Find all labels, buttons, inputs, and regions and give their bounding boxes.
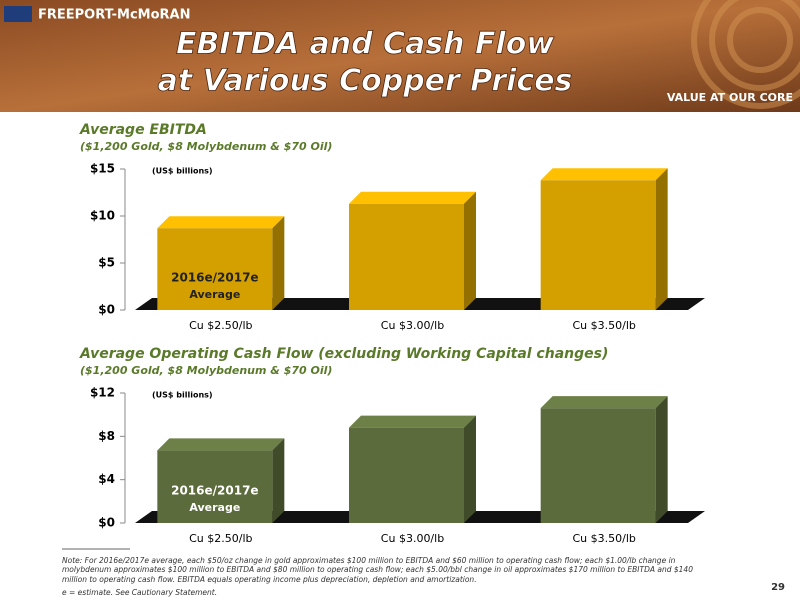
note: Note: For 2016e/2017e average, each $50/… [62, 556, 693, 584]
chart-title: Average EBITDA [79, 122, 207, 138]
bar [349, 427, 464, 523]
y-tick-label: $5 [98, 256, 115, 270]
header-band [0, 0, 800, 112]
bar-top [157, 216, 285, 229]
bar [157, 450, 273, 523]
x-tick-label: Cu $3.00/lb [381, 319, 444, 332]
y-tick-label: $0 [98, 516, 115, 530]
bar-side [655, 168, 668, 310]
logo-text: FREEPORT-McMoRAN [38, 8, 190, 23]
y-tick-label: $4 [98, 472, 115, 486]
bar-side [464, 191, 476, 310]
bar-side [272, 216, 285, 310]
tagline: VALUE AT OUR CORE [667, 91, 793, 104]
bar-top [157, 438, 285, 451]
page-number: 29 [771, 582, 785, 593]
chart-subtitle: ($1,200 Gold, $8 Molybdenum & $70 Oil) [80, 364, 332, 377]
y-tick-label: $12 [90, 386, 115, 400]
x-tick-label: Cu $3.50/lb [572, 532, 635, 545]
bar [540, 180, 656, 310]
bar-top [540, 396, 668, 409]
y-tick-label: $0 [98, 303, 115, 317]
bar-side [655, 396, 668, 523]
bar-annotation: 2016e/2017e [171, 484, 258, 498]
bar [540, 408, 656, 523]
slide-title: at Various Copper Prices [158, 64, 573, 99]
slide-title: EBITDA and Cash Flow [176, 27, 554, 62]
y-tick-label: $10 [90, 209, 115, 223]
header-rings [691, 0, 800, 109]
bar-top [349, 191, 476, 204]
bar [157, 228, 273, 310]
bar-top [540, 168, 668, 181]
unit-note: (US$ billions) [152, 391, 213, 400]
chart-subtitle: ($1,200 Gold, $8 Molybdenum & $70 Oil) [80, 140, 332, 153]
chart-title: Average Operating Cash Flow (excluding W… [79, 346, 608, 362]
y-tick-label: $8 [98, 429, 115, 443]
x-tick-label: Cu $2.50/lb [189, 532, 252, 545]
bar-annotation: Average [189, 288, 240, 301]
logo-mark [4, 6, 32, 22]
bar-side [464, 415, 476, 523]
unit-note: (US$ billions) [152, 167, 213, 176]
bar [349, 203, 464, 310]
bar-annotation: Average [189, 501, 240, 514]
x-tick-label: Cu $2.50/lb [189, 319, 252, 332]
footnote: e = estimate. See Cautionary Statement. [62, 588, 218, 597]
y-tick-label: $15 [90, 162, 115, 176]
bar-annotation: 2016e/2017e [171, 271, 258, 285]
bar-top [349, 415, 476, 428]
x-tick-label: Cu $3.50/lb [572, 319, 635, 332]
x-tick-label: Cu $3.00/lb [381, 532, 444, 545]
bar-side [272, 438, 285, 523]
